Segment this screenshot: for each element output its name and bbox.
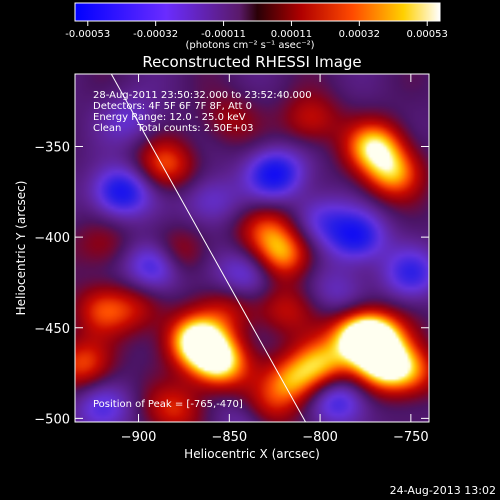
y-axis-ticks: −350 −400 −450 −500: [34, 141, 429, 427]
colorbar-tick-label: -0.00011: [201, 29, 246, 40]
y-tick-label: −500: [34, 412, 70, 427]
colorbar-tick-label: 0.00053: [407, 29, 448, 40]
observation-info: 28-Aug-2011 23:50:32.000 to 23:52:40.000…: [93, 90, 312, 134]
heatmap-image: [75, 74, 429, 422]
annotation-counts: Clean Total counts: 2.50E+03: [93, 123, 253, 134]
colorbar-tick-label: 0.00032: [339, 29, 380, 40]
render-timestamp: 24-Aug-2013 13:02: [390, 484, 496, 497]
x-tick-label: −750: [393, 430, 429, 445]
colorbar-tick-label: -0.00053: [65, 29, 110, 40]
y-tick-label: −350: [34, 141, 70, 156]
annotation-energy-range: Energy Range: 12.0 - 25.0 keV: [93, 112, 246, 123]
x-axis-ticks: −900 −850 −800 −750: [121, 74, 429, 445]
x-tick-label: −900: [121, 430, 157, 445]
solar-limb-line: [110, 74, 306, 422]
x-tick-label: −850: [211, 430, 247, 445]
colorbar-ticks: -0.00053 -0.00032 -0.00011 0.00011 0.00032 0.…: [65, 21, 448, 40]
x-axis-label: Heliocentric X (arcsec): [184, 447, 320, 461]
y-tick-label: −450: [34, 322, 70, 337]
colorbar-tick-label: -0.00032: [133, 29, 178, 40]
y-tick-label: −400: [34, 231, 70, 246]
colorbar-units: (photons cm⁻² s⁻¹ asec⁻²): [185, 40, 314, 51]
colorbar-frame: [74, 2, 441, 22]
annotation-time-range: 28-Aug-2011 23:50:32.000 to 23:52:40.000: [93, 90, 312, 101]
annotation-detectors: Detectors: 4F 5F 6F 7F 8F, Att 0: [93, 101, 252, 112]
y-axis-label: Heliocentric Y (arcsec): [14, 181, 28, 316]
colorbar-tick-label: 0.00011: [271, 29, 312, 40]
x-tick-label: −800: [302, 430, 338, 445]
plot-frame: [74, 73, 430, 423]
limb-line: [110, 74, 306, 422]
peak-position-label: Position of Peak = [-765,-470]: [93, 399, 243, 410]
chart-title: Reconstructed RHESSI Image: [142, 53, 361, 71]
colorbar: [75, 3, 440, 21]
